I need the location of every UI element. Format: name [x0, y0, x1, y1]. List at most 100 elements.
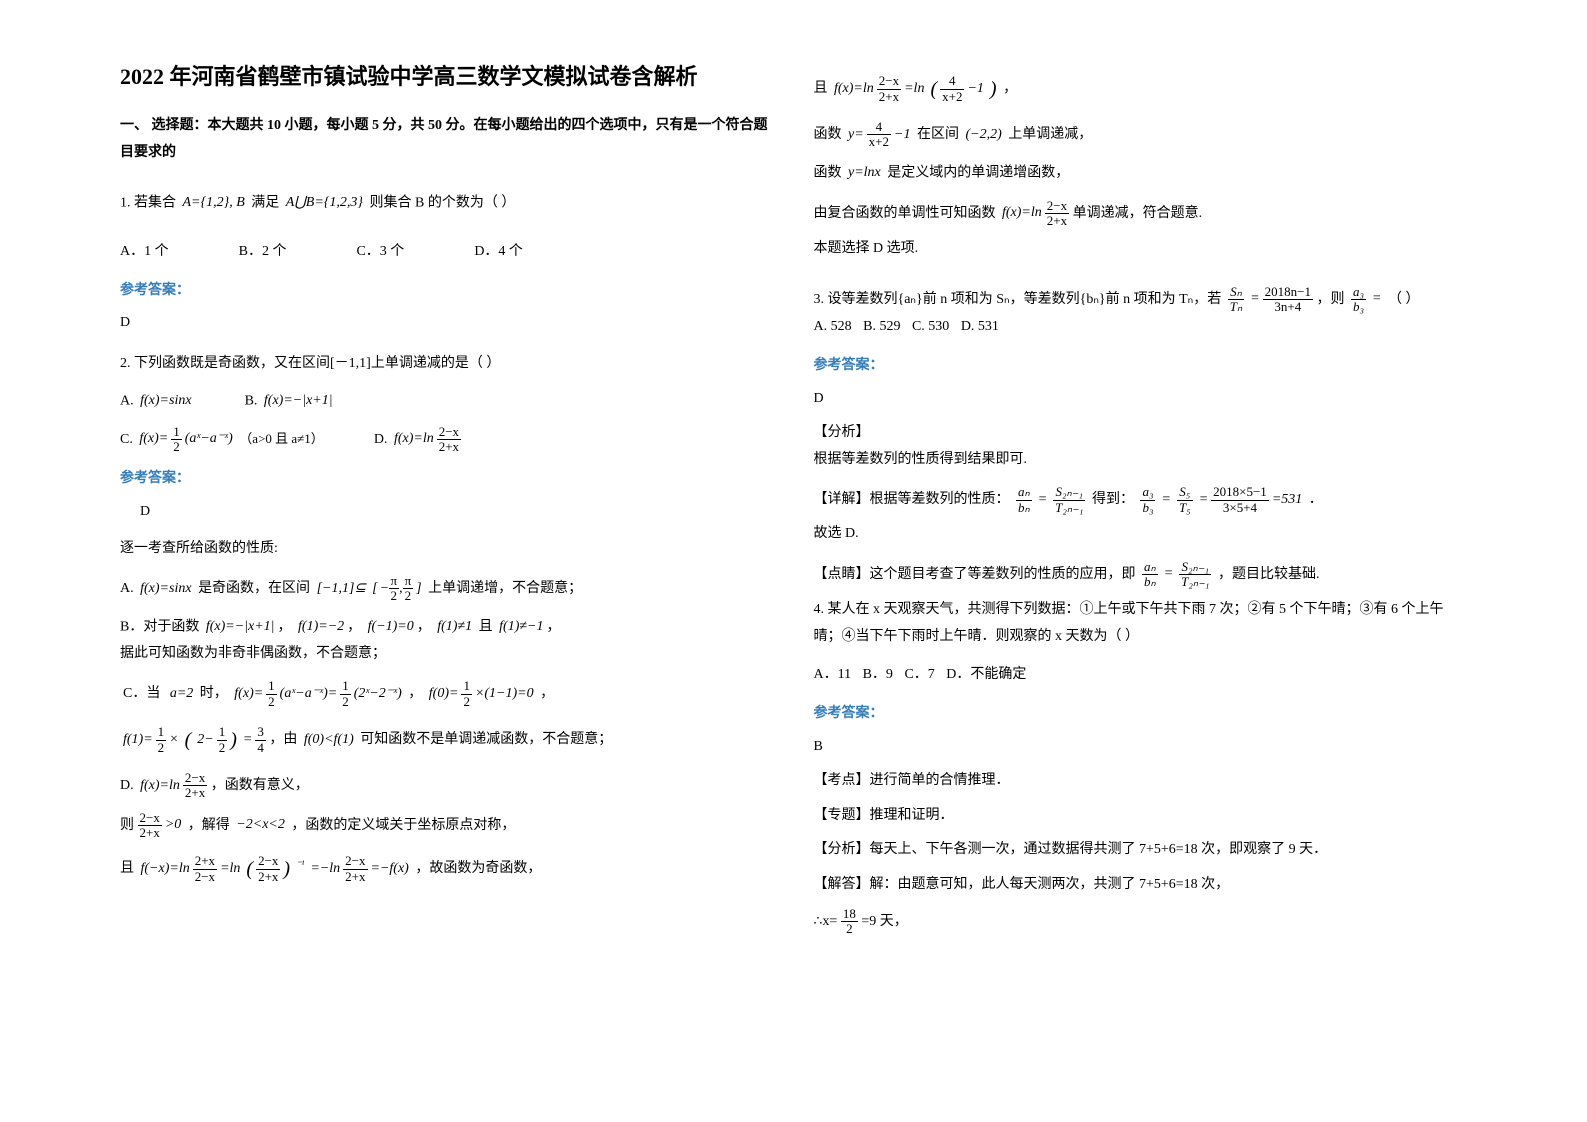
- c1-prefix: 且: [814, 81, 828, 96]
- q2-ea-interval: [−1,1]⊆: [317, 576, 367, 603]
- q2-opt-b: B. f(x)=−|x+1|: [245, 388, 336, 415]
- c2-t1: 函数: [814, 127, 846, 142]
- q3-p-sn: S₂ₙ₋₁: [1179, 560, 1211, 575]
- q2-ed3-n2: 2−x: [256, 854, 280, 869]
- q3-eq: =: [1250, 286, 1259, 313]
- c3-y: y=lnx: [848, 160, 881, 187]
- q3-d-cn: 2018×5−1: [1211, 485, 1269, 500]
- q2-ed2-t1: 则: [120, 818, 138, 833]
- left-column: 2022 年河南省鹤壁市镇试验中学高三数学文模拟试卷含解析 一、 选择题：本大题…: [100, 60, 794, 1082]
- q2-ec-frac: 12: [266, 679, 277, 709]
- q2-options-row1: A. f(x)=sinx B. f(x)=−|x+1|: [120, 388, 774, 415]
- q2-ec2-rd: 4: [255, 741, 266, 755]
- q2-eb-text: 据此可知函数为非奇非偶函数，不合题意；: [120, 641, 774, 668]
- q2-ea-pn-d: 2: [389, 589, 400, 603]
- q4-jieda: 【解答】解：由题意可知，此人每天测两次，共测了 7+5+6=18 次，: [814, 872, 1468, 899]
- q2-ed3-fneg: f(−x)=ln: [141, 856, 190, 883]
- c1-eq: =ln: [904, 76, 924, 103]
- q3-abeq: =: [1372, 286, 1381, 313]
- q1-prefix: 1. 若集合: [120, 196, 180, 211]
- q2-ed3-t2: ，故函数为奇函数，: [415, 861, 541, 876]
- q4-calc-result: =9 天，: [861, 914, 907, 929]
- q2-ed2-gt0: >0: [165, 812, 181, 839]
- q2-ea-pn-n: π: [389, 574, 400, 589]
- q3-d-st: S₂ₙ₋₁T₂ₙ₋₁: [1050, 485, 1088, 515]
- q2-ed2-d: 2+x: [138, 826, 162, 840]
- q3-d-eq3: =: [1199, 487, 1208, 514]
- q2-ed3-frac2: 2−x2+x: [256, 854, 280, 884]
- q2-opt-a-formula: f(x)=sinx: [140, 388, 191, 415]
- q2-eb-c5: ，: [547, 619, 561, 634]
- q3-tn: Tₙ: [1228, 300, 1244, 314]
- q2-opt-b-prefix: B.: [245, 393, 258, 408]
- q3-opt-b: B. 529: [863, 314, 900, 341]
- q3-opt-c: C. 530: [912, 314, 949, 341]
- q3-analysis-label: 【分析】: [814, 420, 1468, 447]
- q2-opt-c-frac: 12: [171, 425, 182, 455]
- q2-ed3-d2: 2+x: [256, 870, 280, 884]
- q2-eb-c3: ，: [417, 619, 431, 634]
- q1-stem: 1. 若集合 A={1,2}, B 满足 A⋃B={1,2,3} 则集合 B 的…: [120, 190, 515, 217]
- q2-ec2-d1: 2: [156, 741, 167, 755]
- q1-opt-d: D．4 个: [474, 239, 523, 266]
- q4-calc-frac: 182: [841, 907, 858, 937]
- q3-detail-label: 【详解】根据等差数列的性质：: [814, 492, 1010, 507]
- q2-explain-b: B．对于函数 f(x)=−|x+1|， f(1)=−2， f(−1)=0， f(…: [120, 614, 774, 641]
- q2-ed-prefix: D.: [120, 778, 134, 793]
- q3-prefix: 3. 设等差数列{aₙ}前 n 项和为 Sₙ，等差数列{bₙ}前 n 项和为 T…: [814, 292, 1225, 307]
- q3-d-ab: aₙbₙ: [1013, 485, 1035, 515]
- c1-4d: x+2: [940, 90, 964, 104]
- q1-union: A⋃B={1,2,3}: [286, 190, 363, 217]
- q2-c-den: 2: [171, 440, 182, 454]
- q2-ec-hd: 2: [266, 695, 277, 709]
- c1-comma: ，: [1003, 81, 1017, 96]
- q3-d-a3: a₃b₃: [1137, 485, 1158, 515]
- q2-ed3-eq1: =ln: [220, 856, 240, 883]
- q3-d-s5n: S₅: [1177, 485, 1193, 500]
- q4-cn: 18: [841, 907, 858, 922]
- q2-ed2-t3: ，函数的定义域关于坐标原点对称，: [291, 818, 515, 833]
- q3-options: A. 528 B. 529 C. 530 D. 531: [814, 314, 1468, 341]
- q3-stem: 3. 设等差数列{aₙ}前 n 项和为 Sₙ，等差数列{bₙ}前 n 项和为 T…: [814, 285, 1468, 315]
- q2-c-num: 1: [171, 425, 182, 440]
- q2-explain-a: A. f(x)=sinx 是奇函数，在区间 [−1,1]⊆[−π2,π2] 上单…: [120, 574, 774, 604]
- q2-ea-pp-d: 2: [403, 589, 414, 603]
- q4-zhuanti: 【专题】推理和证明．: [814, 803, 1468, 830]
- q3-analysis-text: 根据等差数列的性质得到结果即可.: [814, 447, 1468, 474]
- q3-ab: a₃b₃: [1348, 285, 1369, 315]
- q2-ec-p1: (aˣ−a⁻ˣ)=: [280, 681, 338, 708]
- q2-ec2-frac2: 12: [217, 725, 228, 755]
- q2-ed2-t2: ，解得: [188, 818, 230, 833]
- q3-rd: 3n+4: [1263, 300, 1313, 314]
- q2-ed3-n1: 2+x: [193, 854, 217, 869]
- q2-explain-d3: 且 f(−x)=ln2+x2−x=ln(2−x2+x)⁻¹=−ln2−x2+x=…: [120, 850, 774, 888]
- q3-d-result: =531: [1272, 487, 1302, 514]
- q2-ec-t1: 时，: [200, 686, 228, 701]
- q2-ed3-po: (: [246, 850, 253, 888]
- q3-opt-d: D. 531: [961, 314, 999, 341]
- q2-eb-f5: f(1)≠−1: [499, 614, 543, 641]
- q2-eb-f2: f(1)=−2: [298, 614, 344, 641]
- q2-ed3-t1: 且: [120, 861, 134, 876]
- q2-opt-c-cond: （a>0 且 a≠1）: [239, 431, 324, 446]
- q2-ed-text: ，函数有意义，: [211, 778, 309, 793]
- q2-opt-a: A. f(x)=sinx: [120, 388, 195, 415]
- q3-abn: a₃: [1351, 285, 1366, 300]
- q2-ec2-eq: =: [243, 727, 252, 754]
- q3-ratio: 2018n−13n+4: [1263, 285, 1313, 315]
- q2-ea-frac1: π2: [389, 574, 400, 604]
- q4-calc-prefix: ∴x=: [814, 914, 838, 929]
- q4-opt-d: D．不能确定: [946, 662, 1026, 689]
- q2-opt-d-frac: 2−x2+x: [437, 425, 461, 455]
- q2-ec2-f1: f(1)=: [123, 727, 153, 754]
- q2-ec2-po: (: [185, 721, 192, 759]
- q2-ed3-n3: 2−x: [343, 854, 367, 869]
- right-column: 且 f(x)=ln2−x2+x=ln(4x+2−1) ， 函数 y=4x+2−1…: [794, 60, 1488, 1082]
- q1-answer: D: [120, 310, 774, 337]
- q2-eb-f1: f(x)=−|x+1|: [206, 614, 275, 641]
- q2-ea-frac2: π2: [403, 574, 414, 604]
- q2-ed-n: 2−x: [183, 771, 207, 786]
- q4-opt-a: A．11: [814, 662, 852, 689]
- q3-p-abn: aₙ: [1142, 560, 1158, 575]
- q2-ed3-frac3: 2−x2+x: [343, 854, 367, 884]
